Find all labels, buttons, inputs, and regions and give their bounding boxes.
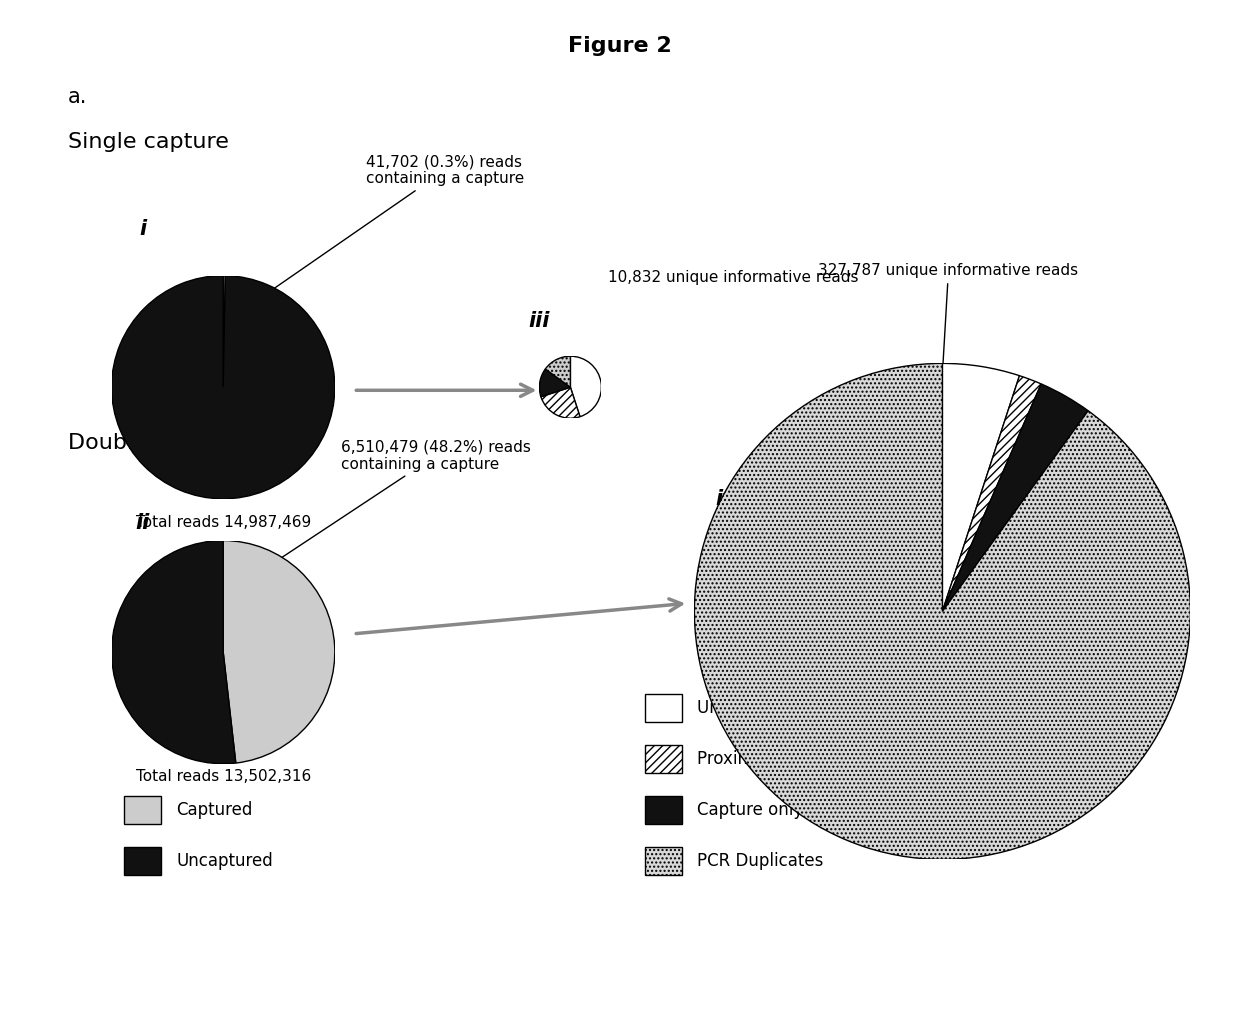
Text: Captured: Captured: [176, 801, 253, 819]
Text: Capture only: Capture only: [697, 801, 804, 819]
Text: iii: iii: [528, 311, 551, 331]
Wedge shape: [223, 275, 226, 387]
Wedge shape: [694, 364, 1190, 859]
Wedge shape: [942, 364, 1019, 611]
Text: 6,510,479 (48.2%) reads
containing a capture: 6,510,479 (48.2%) reads containing a cap…: [257, 439, 531, 574]
Text: ii: ii: [135, 513, 150, 533]
Wedge shape: [942, 384, 1089, 611]
Wedge shape: [541, 387, 580, 418]
Wedge shape: [112, 540, 236, 764]
Bar: [645, 847, 682, 875]
Wedge shape: [942, 376, 1042, 611]
Bar: [124, 847, 161, 875]
Text: 10,832 unique informative reads: 10,832 unique informative reads: [608, 270, 858, 285]
Bar: [124, 796, 161, 824]
Text: Unique informative: Unique informative: [697, 699, 856, 717]
Wedge shape: [112, 275, 335, 499]
Text: Figure 2: Figure 2: [568, 36, 672, 56]
Wedge shape: [223, 540, 335, 763]
Text: Proximity excluded: Proximity excluded: [697, 750, 856, 768]
Text: a.: a.: [68, 87, 88, 107]
Bar: [645, 745, 682, 773]
Text: i: i: [139, 219, 146, 239]
Text: PCR Duplicates: PCR Duplicates: [697, 852, 823, 870]
Bar: [645, 796, 682, 824]
Text: 41,702 (0.3%) reads
containing a capture: 41,702 (0.3%) reads containing a capture: [244, 154, 525, 309]
Text: Uncaptured: Uncaptured: [176, 852, 273, 870]
Text: Total reads 13,502,316: Total reads 13,502,316: [135, 769, 311, 785]
Text: iv: iv: [715, 489, 735, 510]
Text: Total reads 14,987,469: Total reads 14,987,469: [135, 515, 311, 530]
Wedge shape: [570, 357, 601, 417]
Text: 327,787 unique informative reads: 327,787 unique informative reads: [818, 263, 1079, 371]
Text: Single capture: Single capture: [68, 132, 229, 153]
Bar: [645, 694, 682, 722]
Wedge shape: [539, 369, 570, 396]
Wedge shape: [546, 357, 570, 387]
Text: Double capture: Double capture: [68, 433, 239, 453]
